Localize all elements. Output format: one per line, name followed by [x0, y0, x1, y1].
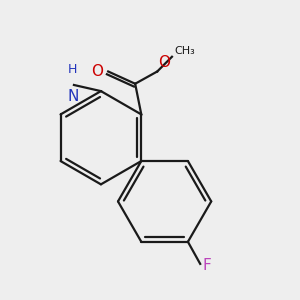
Text: N: N: [67, 89, 78, 104]
Text: F: F: [202, 258, 211, 273]
Text: H: H: [68, 63, 77, 76]
Text: O: O: [158, 55, 170, 70]
Text: CH₃: CH₃: [174, 46, 195, 56]
Text: O: O: [91, 64, 103, 79]
